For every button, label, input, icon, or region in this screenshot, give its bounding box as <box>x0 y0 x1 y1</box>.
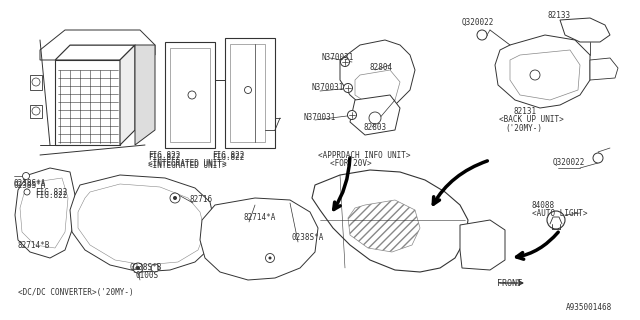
Text: N370031: N370031 <box>304 114 337 123</box>
Polygon shape <box>70 175 215 272</box>
Text: 0238S*A: 0238S*A <box>292 234 324 243</box>
Text: <DC/DC CONVERTER>('20MY-): <DC/DC CONVERTER>('20MY-) <box>18 287 134 297</box>
Circle shape <box>530 70 540 80</box>
Text: 82803: 82803 <box>363 123 386 132</box>
Text: 0238S*A: 0238S*A <box>14 179 46 188</box>
Polygon shape <box>40 30 155 60</box>
Text: 84088: 84088 <box>532 202 555 211</box>
Polygon shape <box>230 44 265 142</box>
Text: 82133: 82133 <box>548 11 571 20</box>
Circle shape <box>348 110 356 119</box>
Polygon shape <box>120 45 135 145</box>
Text: <FOR 20V>: <FOR 20V> <box>330 158 372 167</box>
Polygon shape <box>170 48 210 142</box>
Polygon shape <box>225 38 275 148</box>
Text: 82131: 82131 <box>514 108 537 116</box>
Text: <INTEGRATED UNIT>: <INTEGRATED UNIT> <box>148 162 227 171</box>
Text: 82714*A: 82714*A <box>244 213 276 222</box>
Text: <APPRDACH INFO UNIT>: <APPRDACH INFO UNIT> <box>318 150 410 159</box>
Text: FIG.822: FIG.822 <box>148 154 180 163</box>
Circle shape <box>269 257 271 260</box>
Polygon shape <box>165 42 215 148</box>
Circle shape <box>340 58 349 67</box>
Circle shape <box>133 263 143 273</box>
Text: 0238S*A: 0238S*A <box>14 181 46 190</box>
Circle shape <box>151 264 159 272</box>
Polygon shape <box>350 95 400 135</box>
Text: 82804: 82804 <box>370 62 393 71</box>
Polygon shape <box>30 105 42 118</box>
Circle shape <box>32 107 40 115</box>
Circle shape <box>22 172 29 180</box>
Circle shape <box>170 193 180 203</box>
Circle shape <box>136 266 140 270</box>
Text: FIG.822: FIG.822 <box>148 151 180 160</box>
Polygon shape <box>15 168 75 258</box>
Text: FIG.822: FIG.822 <box>212 154 244 163</box>
Text: <INTEGRATED UNIT>: <INTEGRATED UNIT> <box>148 159 227 168</box>
Polygon shape <box>312 170 468 272</box>
Text: Q320022: Q320022 <box>462 18 494 27</box>
Polygon shape <box>590 58 618 80</box>
Circle shape <box>244 86 252 93</box>
Circle shape <box>24 189 30 195</box>
Circle shape <box>369 112 381 124</box>
Polygon shape <box>135 45 155 145</box>
Text: A935001468: A935001468 <box>566 303 612 313</box>
Polygon shape <box>460 220 505 270</box>
Text: 0238S*B: 0238S*B <box>130 263 163 273</box>
Polygon shape <box>495 35 590 108</box>
Polygon shape <box>30 75 42 90</box>
Circle shape <box>593 153 603 163</box>
Text: N370031: N370031 <box>312 84 344 92</box>
Text: 82716: 82716 <box>190 196 213 204</box>
Circle shape <box>344 84 353 92</box>
Circle shape <box>32 78 40 86</box>
Polygon shape <box>510 50 580 100</box>
Text: Q320022: Q320022 <box>553 157 586 166</box>
Polygon shape <box>55 60 120 145</box>
Polygon shape <box>78 184 205 265</box>
Polygon shape <box>355 70 400 105</box>
Polygon shape <box>55 45 135 60</box>
Text: <BACK UP UNIT>: <BACK UP UNIT> <box>499 116 564 124</box>
Text: N370031: N370031 <box>322 52 355 61</box>
Circle shape <box>477 30 487 40</box>
Text: FRONT: FRONT <box>497 278 522 287</box>
Text: FIG.822: FIG.822 <box>35 190 67 199</box>
Polygon shape <box>20 178 68 248</box>
Circle shape <box>173 196 177 200</box>
Text: <AUTO LIGHT>: <AUTO LIGHT> <box>532 210 588 219</box>
Circle shape <box>266 253 275 262</box>
Text: FIG.822: FIG.822 <box>35 188 67 197</box>
Text: 0100S: 0100S <box>136 271 159 281</box>
Circle shape <box>547 211 565 229</box>
Text: FIG.822: FIG.822 <box>212 151 244 160</box>
Polygon shape <box>340 40 415 110</box>
Polygon shape <box>560 18 610 42</box>
Text: ('20MY-): ('20MY-) <box>505 124 542 132</box>
Circle shape <box>188 91 196 99</box>
Text: 82714*B: 82714*B <box>18 242 51 251</box>
Polygon shape <box>200 198 318 280</box>
